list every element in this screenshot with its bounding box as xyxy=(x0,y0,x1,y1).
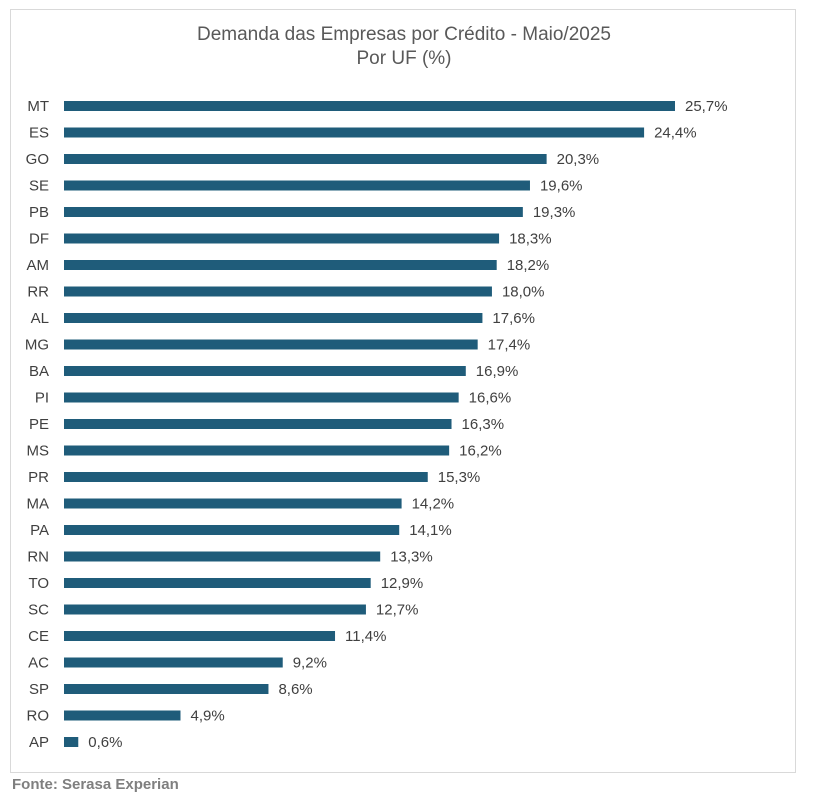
tick-label-ma: MA xyxy=(27,496,50,513)
data-label-ma: 14,2% xyxy=(412,496,455,513)
tick-label-rn: RN xyxy=(27,549,49,566)
tick-label-pa: PA xyxy=(30,522,49,539)
source-note: Fonte: Serasa Experian xyxy=(12,776,179,793)
bar-se xyxy=(64,180,530,191)
bar-pr xyxy=(64,472,428,482)
tick-label-go: GO xyxy=(26,151,49,168)
chart-subtitle: Por UF (%) xyxy=(356,48,452,69)
data-label-ce: 11,4% xyxy=(345,628,386,645)
bar-ma xyxy=(64,498,402,509)
data-label-ro: 4,9% xyxy=(190,708,224,725)
data-label-al: 17,6% xyxy=(492,310,535,327)
tick-label-sp: SP xyxy=(29,681,49,698)
tick-label-ac: AC xyxy=(28,655,49,672)
bar-ba xyxy=(64,366,466,376)
tick-label-ba: BA xyxy=(29,363,49,380)
data-label-ba: 16,9% xyxy=(476,363,519,380)
tick-label-se: SE xyxy=(29,178,49,195)
data-label-rr: 18,0% xyxy=(502,284,545,301)
tick-label-sc: SC xyxy=(28,602,49,619)
data-label-pe: 16,3% xyxy=(462,416,505,433)
data-label-am: 18,2% xyxy=(507,257,550,274)
bar-ms xyxy=(64,445,450,456)
bar-rn xyxy=(64,551,381,562)
data-label-sc: 12,7% xyxy=(376,602,419,619)
bar-pb xyxy=(64,207,523,217)
bar-pi xyxy=(64,392,459,403)
bar-ap xyxy=(64,737,79,747)
bar-ro xyxy=(64,710,181,721)
chart-title: Demanda das Empresas por Crédito - Maio/… xyxy=(197,24,611,45)
data-label-es: 24,4% xyxy=(654,125,697,142)
tick-label-pr: PR xyxy=(28,469,49,486)
data-label-mt: 25,7% xyxy=(685,98,728,115)
data-label-sp: 8,6% xyxy=(278,681,312,698)
bar-ac xyxy=(64,657,283,668)
chart-plot: MT 25,7% ES 24,4% GO 20,3% SE 19,6% PB 19,3% DF 18,… xyxy=(25,98,728,751)
bar-sp xyxy=(64,684,269,694)
bar-to xyxy=(64,578,371,588)
tick-label-ro: RO xyxy=(27,708,50,725)
data-label-pa: 14,1% xyxy=(409,522,452,539)
chart-frame: Demanda das Empresas por Crédito - Maio/… xyxy=(10,9,796,773)
data-label-to: 12,9% xyxy=(381,575,424,592)
tick-label-pe: PE xyxy=(29,416,49,433)
data-label-pi: 16,6% xyxy=(469,390,512,407)
tick-label-ce: CE xyxy=(28,628,49,645)
data-label-pb: 19,3% xyxy=(533,204,576,221)
bar-df xyxy=(64,233,500,244)
tick-label-df: DF xyxy=(29,231,49,248)
bar-mg xyxy=(64,339,478,350)
tick-label-to: TO xyxy=(28,575,49,592)
data-label-mg: 17,4% xyxy=(488,337,531,354)
bar-pe xyxy=(64,419,452,429)
tick-label-am: AM xyxy=(27,257,50,274)
tick-label-rr: RR xyxy=(27,284,49,301)
data-label-pr: 15,3% xyxy=(438,469,481,486)
bar-al xyxy=(64,313,483,323)
data-label-ac: 9,2% xyxy=(293,655,327,672)
tick-label-mg: MG xyxy=(25,337,49,354)
tick-label-al: AL xyxy=(31,310,49,327)
data-label-ms: 16,2% xyxy=(459,443,502,460)
bar-mt xyxy=(64,101,675,111)
data-label-se: 19,6% xyxy=(540,178,583,195)
data-label-ap: 0,6% xyxy=(88,734,122,751)
tick-label-es: ES xyxy=(29,125,49,142)
tick-label-ap: AP xyxy=(29,734,49,751)
tick-label-pi: PI xyxy=(35,390,49,407)
tick-label-ms: MS xyxy=(27,443,50,460)
bar-go xyxy=(64,154,547,164)
data-label-rn: 13,3% xyxy=(390,549,433,566)
bar-ce xyxy=(64,631,336,641)
bar-es xyxy=(64,127,645,138)
bar-pa xyxy=(64,525,400,535)
tick-label-pb: PB xyxy=(29,204,49,221)
data-label-go: 20,3% xyxy=(557,151,600,168)
tick-label-mt: MT xyxy=(27,98,49,115)
bar-rr xyxy=(64,286,492,297)
bar-sc xyxy=(64,604,366,615)
data-label-df: 18,3% xyxy=(509,231,552,248)
bar-am xyxy=(64,260,497,270)
